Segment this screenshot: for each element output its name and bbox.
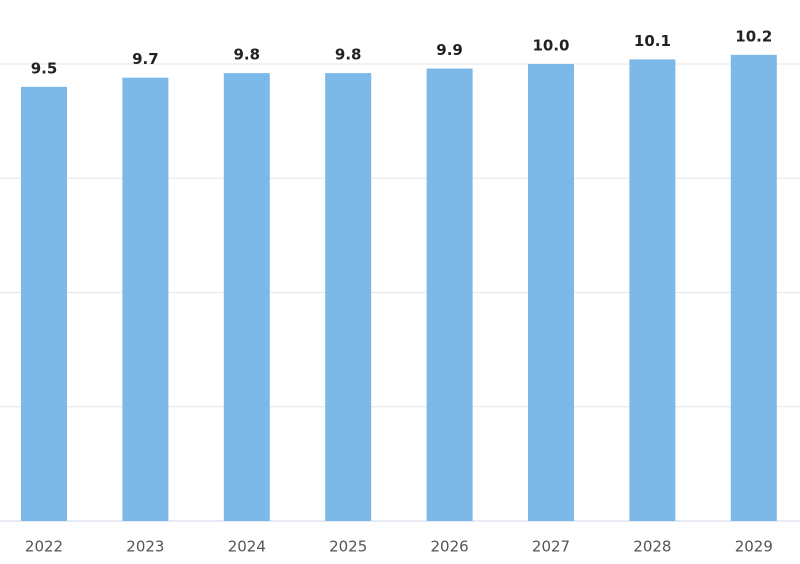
value-label: 10.0 — [532, 36, 569, 54]
value-label: 9.7 — [132, 50, 159, 68]
bar — [528, 63, 574, 522]
value-label: 10.2 — [735, 27, 772, 45]
x-tick-label: 2023 — [126, 538, 164, 556]
bar — [325, 73, 372, 522]
x-tick-label: 2022 — [25, 538, 63, 556]
x-tick-label: 2025 — [329, 538, 367, 556]
x-tick-label: 2026 — [431, 538, 469, 556]
value-label: 9.8 — [234, 46, 261, 64]
x-tick-label: 2028 — [633, 538, 671, 556]
bar — [223, 73, 270, 522]
bar — [122, 77, 169, 521]
x-tick-label: 2024 — [228, 538, 266, 556]
bar — [629, 59, 676, 521]
bar — [21, 86, 67, 521]
bar — [426, 68, 473, 521]
value-label: 9.9 — [436, 41, 463, 59]
value-label: 9.8 — [335, 46, 362, 64]
x-tick-label: 2029 — [735, 538, 773, 556]
x-tick-label: 2027 — [532, 538, 570, 556]
value-label: 10.1 — [634, 32, 671, 50]
value-label: 9.5 — [31, 59, 58, 77]
bar — [730, 54, 777, 522]
